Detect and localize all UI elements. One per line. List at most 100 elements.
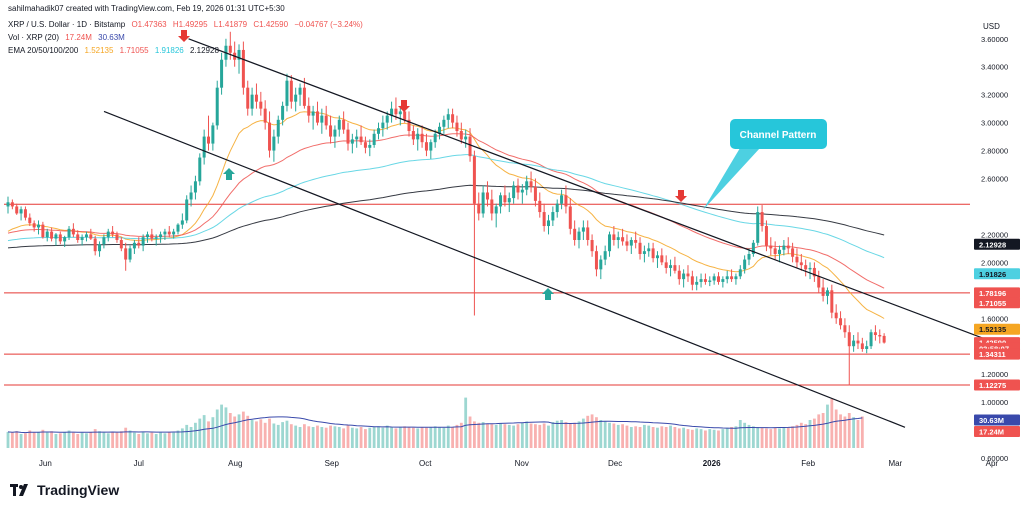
volume-bar [590, 414, 594, 448]
candle-body [786, 245, 790, 249]
candle-body [106, 231, 110, 238]
volume-bar [599, 420, 603, 448]
candle-body [302, 87, 306, 106]
volume-bar [699, 429, 703, 448]
volume-bar [106, 433, 110, 448]
volume-bar [529, 423, 533, 448]
candle-body [634, 240, 638, 243]
candle-body [830, 290, 834, 313]
candle-body [743, 259, 747, 270]
volume-bar [198, 418, 202, 448]
volume-bar [250, 420, 254, 448]
candle-body [185, 199, 189, 221]
candle-body [163, 231, 167, 235]
candle-body [734, 276, 738, 280]
volume-bar [167, 431, 171, 448]
candle-body [363, 142, 367, 148]
candle-body [703, 279, 707, 282]
volume-bar [494, 424, 498, 448]
candle-body [481, 192, 485, 214]
price-chart[interactable]: Jun Jul Aug Sep Oct Nov Dec 2026 Feb Mar Apr 3.6000… [0, 0, 1024, 470]
candle-body [660, 255, 664, 263]
candle-body [769, 245, 773, 249]
volume-bar [320, 427, 324, 448]
volume-bar [228, 413, 232, 448]
volume-bar [10, 432, 14, 448]
volume-bar [468, 416, 472, 448]
volume-bar [608, 422, 611, 448]
volume-bar [472, 421, 476, 448]
tradingview-logo[interactable]: TradingView [10, 482, 119, 498]
candle-body [15, 206, 19, 214]
volume-bar [137, 434, 141, 448]
volume-bar [202, 415, 206, 448]
candle-body [23, 209, 27, 218]
volume-bar [241, 411, 245, 448]
price-label-tag [974, 287, 1020, 299]
price-label-tag [974, 297, 1020, 309]
annotation-text: Channel Pattern [740, 130, 817, 141]
volume-bar [577, 421, 581, 448]
candle-body [154, 237, 158, 239]
candle-body [525, 181, 529, 190]
candle-body [655, 255, 659, 259]
volume-bar [730, 427, 733, 448]
candle-body [193, 181, 197, 193]
candle-body [285, 80, 289, 106]
volume-bar [843, 416, 847, 448]
ohlc-open: O1.47363 [131, 20, 167, 29]
candle-body [241, 49, 245, 88]
ohlc-low: L1.41879 [213, 20, 248, 29]
candle-body [472, 156, 476, 204]
candle-body [211, 125, 215, 144]
candle-body [721, 279, 725, 282]
ema50-line [7, 133, 885, 289]
candle-body [272, 136, 276, 151]
candle-body [32, 223, 36, 228]
volume-bar [551, 422, 555, 448]
volume-bar [581, 418, 585, 448]
volume-bar [394, 428, 398, 448]
candle-body [738, 269, 742, 277]
volume-bar [272, 423, 276, 448]
volume-bar [743, 422, 747, 448]
candle-body [337, 119, 341, 130]
price-label-text: 1.34311 [979, 350, 1006, 359]
candle-body [865, 346, 869, 349]
candle-body [642, 251, 646, 254]
candle-body [677, 270, 681, 280]
volume-bar [486, 423, 489, 448]
volume-bar [32, 432, 36, 448]
candle-body [398, 111, 402, 115]
volume-bar [542, 423, 546, 448]
volume-bar [812, 418, 816, 448]
y-tick-label: 3.40000 [981, 63, 1008, 72]
y-tick-label: 0.60000 [981, 454, 1008, 463]
candle-body [586, 227, 590, 240]
candle-body [446, 114, 450, 120]
channel-upper-line [188, 38, 986, 340]
ema100-line [7, 154, 885, 259]
candle-body [817, 276, 821, 288]
candle-body [751, 242, 755, 254]
volume-bar [289, 424, 293, 448]
annotation-pointer [703, 148, 760, 210]
candle-body [699, 279, 703, 282]
volume-bar [769, 429, 773, 448]
price-label-tag [974, 268, 1020, 280]
volume-bar [115, 432, 119, 448]
candle-body [132, 242, 136, 249]
candle-body [625, 241, 629, 246]
y-tick-label: 2.20000 [981, 230, 1008, 239]
candle-body [682, 273, 686, 280]
candle-body [451, 114, 455, 123]
volume-ma-value: 30.63M [98, 33, 125, 42]
x-tick-label: Apr [986, 459, 999, 468]
candle-body [477, 203, 481, 214]
candle-body [546, 220, 550, 227]
ema100-value: 1.91826 [154, 46, 184, 55]
candle-body [825, 290, 829, 296]
volume-bar [756, 427, 760, 448]
volume-bar [804, 424, 808, 448]
volume-bar [603, 421, 607, 448]
